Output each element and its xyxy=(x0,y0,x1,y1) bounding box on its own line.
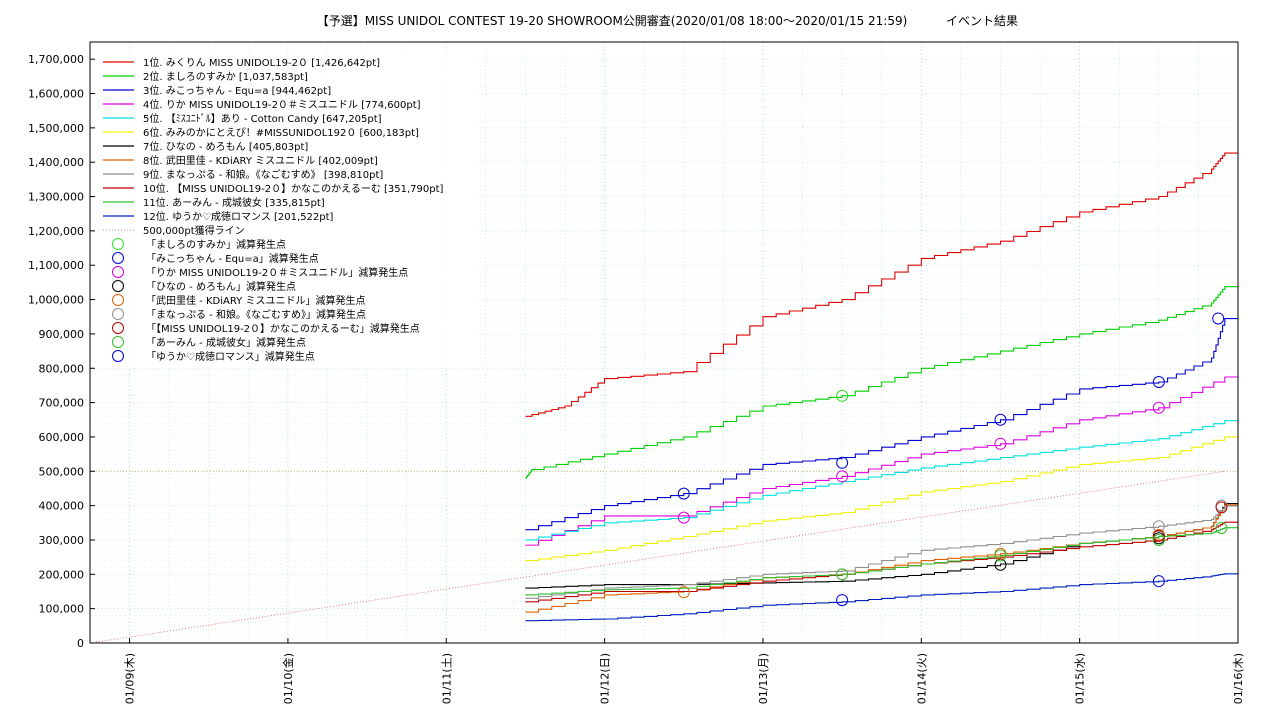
reduction-marker-3 xyxy=(1152,401,1165,414)
series-line-5 xyxy=(525,420,1238,541)
legend-background xyxy=(96,53,476,368)
legend-marker-label-1: 「ましろのすみか」減算発生点 xyxy=(146,238,286,251)
reduction-marker-7 xyxy=(1215,501,1228,514)
chart-subtitle: イベント結果 xyxy=(946,14,1018,28)
legend-marker-label-2: 「みこっちゃん - Equ=a」減算発生点 xyxy=(146,252,319,265)
x-tick-label: 01/09(木) xyxy=(124,653,137,704)
legend-marker-label-5: 「武田里佳 - KDiARY ミスユニドル」減算発生点 xyxy=(146,294,365,307)
series-line-8 xyxy=(525,504,1238,613)
legend-marker-3 xyxy=(112,266,124,278)
legend-marker-5 xyxy=(112,294,124,306)
legend-label-6: 6位. みみのかにとえぴ！#MISSUNIDOL192０ [600,183pt] xyxy=(143,126,419,139)
y-tick-label: 1,200,000 xyxy=(28,225,84,238)
reduction-marker-7 xyxy=(1152,529,1165,542)
series-line-9 xyxy=(525,505,1238,599)
legend: 1位. みくりん MISS UNIDOL19-2０ [1,426,642pt]2… xyxy=(96,53,476,368)
legend-marker-4 xyxy=(112,280,124,292)
y-tick-label: 1,500,000 xyxy=(28,122,84,135)
reduction-marker-2 xyxy=(677,487,690,500)
reduction-marker-1 xyxy=(836,389,849,402)
reduction-marker-2 xyxy=(1212,312,1225,325)
legend-marker-7 xyxy=(112,322,124,334)
reduction-marker-3 xyxy=(836,470,849,483)
y-tick-label: 300,000 xyxy=(39,534,85,547)
series-line-1 xyxy=(525,152,1238,417)
reduction-marker-9 xyxy=(836,594,849,607)
series-line-3 xyxy=(525,318,1238,531)
reduction-marker-5 xyxy=(677,586,690,599)
legend-label-1: 1位. みくりん MISS UNIDOL19-2０ [1,426,642pt] xyxy=(143,56,380,69)
x-tick-label: 01/12(日) xyxy=(599,653,612,704)
reduction-marker-8 xyxy=(836,568,849,581)
legend-label-4: 4位. りか MISS UNIDOL19-2０＃ミスユニドル [774,600p… xyxy=(143,98,421,111)
y-tick-label: 1,600,000 xyxy=(28,88,84,101)
legend-marker-6 xyxy=(112,308,124,320)
x-tick-label: 01/10(金) xyxy=(281,653,295,704)
legend-marker-label-8: 「あーみん - 成城彼女」減算発生点 xyxy=(146,336,306,349)
reference-line xyxy=(89,470,1225,644)
reduction-marker-8 xyxy=(1152,533,1165,546)
y-tick-label: 1,000,000 xyxy=(28,294,84,307)
series-line-12 xyxy=(525,573,1238,622)
reduction-marker-3 xyxy=(677,511,690,524)
series-line-11 xyxy=(525,527,1238,596)
y-tick-label: 1,100,000 xyxy=(28,259,84,272)
y-tick-label: 800,000 xyxy=(39,362,85,375)
legend-label-12: 12位. ゆうか♡成徳ロマンス [201,522pt] xyxy=(143,210,334,223)
legend-marker-label-7: 「【MISS UNIDOL19-2０】かなこのかえるーむ」減算発生点 xyxy=(146,322,420,335)
legend-label-8: 8位. 武田里佳 - KDiARY ミスユニドル [402,009pt] xyxy=(143,154,378,167)
legend-marker-label-3: 「りか MISS UNIDOL19-2０＃ミスユニドル」減算発生点 xyxy=(146,266,408,279)
y-tick-label: 1,700,000 xyxy=(28,53,84,66)
reduction-marker-8 xyxy=(1215,521,1228,534)
x-tick-label: 01/13(月) xyxy=(757,653,770,704)
x-tick-label: 01/16(木) xyxy=(1232,653,1245,704)
series-line-2 xyxy=(525,286,1238,479)
y-tick-label: 600,000 xyxy=(39,431,85,444)
reduction-marker-8 xyxy=(994,549,1007,562)
legend-marker-label-9: 「ゆうか♡成徳ロマンス」減算発生点 xyxy=(146,350,315,363)
reduction-markers-group xyxy=(677,312,1228,607)
series-line-4 xyxy=(525,376,1238,546)
legend-label-7: 7位. ひなの - めろもん [405,803pt] xyxy=(143,140,308,153)
series-group xyxy=(525,152,1238,622)
chart-title: 【予選】MISS UNIDOL CONTEST 19-20 SHOWROOM公開… xyxy=(317,13,908,28)
reduction-marker-9 xyxy=(1152,575,1165,588)
legend-label-reference: 500,000pt獲得ライン xyxy=(143,224,245,237)
reduction-marker-2 xyxy=(994,413,1007,426)
legend-marker-1 xyxy=(112,238,124,250)
legend-marker-label-6: 「まなっぷる - 和娘。《なごむすめ》」減算発生点 xyxy=(146,308,366,321)
reduction-marker-2 xyxy=(836,456,849,469)
y-tick-label: 100,000 xyxy=(39,603,85,616)
legend-marker-8 xyxy=(112,336,124,348)
reduction-marker-6 xyxy=(1152,520,1165,533)
y-tick-label: 1,300,000 xyxy=(28,191,84,204)
legend-label-10: 10位. 【MISS UNIDOL19-2０】かなこのかえるーむ [351,79… xyxy=(143,182,444,195)
plot-frame xyxy=(89,41,1239,644)
legend-label-2: 2位. ましろのすみか [1,037,583pt] xyxy=(143,70,308,83)
y-tick-label: 900,000 xyxy=(39,328,85,341)
y-tick-label: 200,000 xyxy=(39,568,85,581)
reduction-marker-2 xyxy=(1152,375,1165,388)
x-tick-label: 01/15(水) xyxy=(1074,653,1087,704)
legend-label-5: 5位. 【ﾐｽﾕﾆﾄﾞﾙ】あり - Cotton Candy [647,205p… xyxy=(143,112,382,125)
series-line-6 xyxy=(525,436,1238,562)
y-tick-label: 400,000 xyxy=(39,500,85,513)
legend-label-9: 9位. まなっぷる - 和娘。《なごむすめ》 [398,810pt] xyxy=(143,168,383,181)
y-tick-label: 0 xyxy=(77,637,84,650)
reference-line-group xyxy=(89,470,1238,644)
legend-marker-2 xyxy=(112,252,124,264)
y-tick-label: 700,000 xyxy=(39,397,85,410)
y-tick-label: 1,400,000 xyxy=(28,156,84,169)
x-tick-label: 01/11(土) xyxy=(440,653,453,704)
legend-marker-9 xyxy=(112,350,124,362)
y-tick-label: 500,000 xyxy=(39,465,85,478)
legend-label-11: 11位. あーみん - 成城彼女 [335,815pt] xyxy=(143,196,325,209)
reduction-marker-3 xyxy=(994,437,1007,450)
legend-label-3: 3位. みこっちゃん - Equ=a [944,462pt] xyxy=(143,84,331,97)
axes-group: 0 100,000 200,000 300,000 400,000 500,000 600,… xyxy=(28,41,1245,704)
legend-marker-label-4: 「ひなの - めろもん」減算発生点 xyxy=(146,280,296,293)
x-tick-label: 01/14(火) xyxy=(915,653,928,704)
